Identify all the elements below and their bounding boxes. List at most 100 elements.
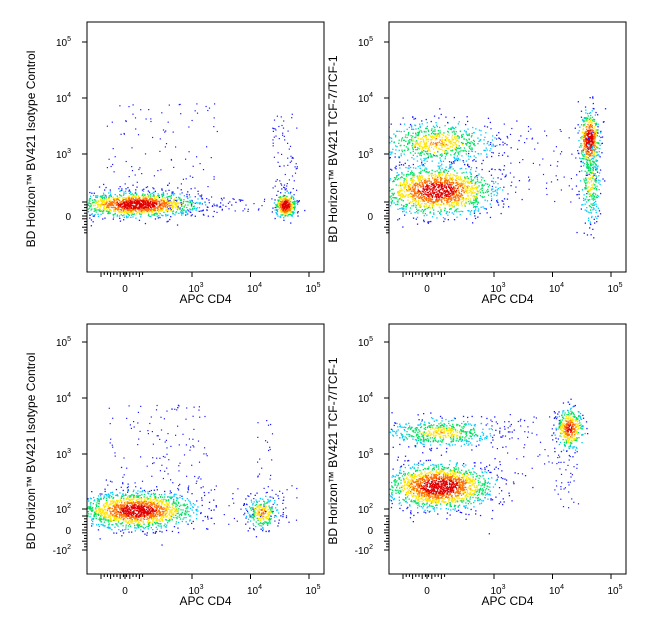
event-dot [242,199,244,201]
event-dot [116,195,118,197]
event-dot [292,201,294,203]
event-dot [93,192,95,194]
event-dot [444,195,446,197]
event-dot [587,137,590,140]
event-dot [441,133,443,136]
event-dot [419,147,421,149]
event-dot [176,202,178,205]
event-dot [126,204,128,207]
event-dot [208,199,210,201]
event-dot [130,206,133,208]
event-dot [468,201,471,203]
event-dot [417,212,419,214]
event-dot [453,130,455,132]
event-dot [439,148,441,150]
event-dot [189,175,191,177]
event-dot [275,135,277,137]
event-dot [104,189,106,191]
event-dot [582,135,584,137]
event-dot [400,176,403,178]
event-dot [425,148,427,150]
event-dot [580,158,582,160]
event-dot [589,177,591,179]
event-dot [443,132,445,134]
event-dot [596,171,599,173]
event-dot [128,214,130,216]
event-dot [127,213,130,216]
event-dot [453,174,455,176]
event-dot [179,197,181,199]
event-dot [457,135,459,137]
event-dot [593,108,595,110]
event-dot [458,199,460,201]
event-dot [413,184,416,186]
event-dot [184,204,187,206]
event-dot [122,199,124,201]
event-dot [462,187,464,190]
event-dot [136,199,138,201]
event-dot [471,135,473,137]
event-dot [383,147,384,148]
event-dot [590,144,592,146]
event-dot [593,195,595,198]
event-dot [588,112,591,114]
event-dot [576,231,578,234]
event-dot [491,139,494,141]
event-dot [392,194,394,196]
event-dot [403,208,405,210]
event-dot [583,138,585,140]
event-dot [216,211,218,213]
event-dot [196,202,198,204]
event-dot [589,193,591,195]
event-dot [282,127,285,129]
event-dot [415,140,418,142]
event-dot [279,196,281,198]
event-dot [456,159,458,161]
event-dot [489,121,491,124]
event-dot [407,143,409,146]
event-dot [462,210,464,213]
event-dot [120,208,122,210]
event-dot [383,141,384,142]
event-dot [481,168,483,171]
event-dot [429,196,431,198]
event-dot [437,130,439,132]
event-dot [232,198,234,200]
event-dot [446,190,448,192]
event-dot [102,209,105,211]
event-dot [264,198,266,200]
event-dot [279,207,281,209]
event-dot [601,152,603,154]
event-dot [423,146,425,148]
event-dot [138,219,141,221]
event-dot [491,198,493,200]
event-dot [131,147,133,149]
event-dot [446,181,449,183]
event-dot [489,150,491,152]
event-dot [427,155,430,157]
event-dot [412,128,415,131]
event-dot [93,201,95,203]
event-dot [442,144,444,146]
event-dot [466,177,469,179]
event-dot [461,198,464,200]
event-dot [457,194,459,196]
event-dot [440,178,442,180]
event-dot [465,202,467,204]
event-dot [434,196,436,198]
event-dot [285,202,288,204]
event-dot [137,134,140,136]
event-dot [281,204,284,206]
event-dot [403,139,405,141]
event-dot [291,157,293,159]
event-dot [444,136,446,138]
event-dot [288,206,291,208]
event-dot [593,173,595,175]
event-dot [449,205,451,207]
event-dot [422,188,424,190]
event-dot [156,213,158,215]
event-dot [288,214,290,216]
event-dot [377,148,378,149]
event-dot [190,205,193,207]
